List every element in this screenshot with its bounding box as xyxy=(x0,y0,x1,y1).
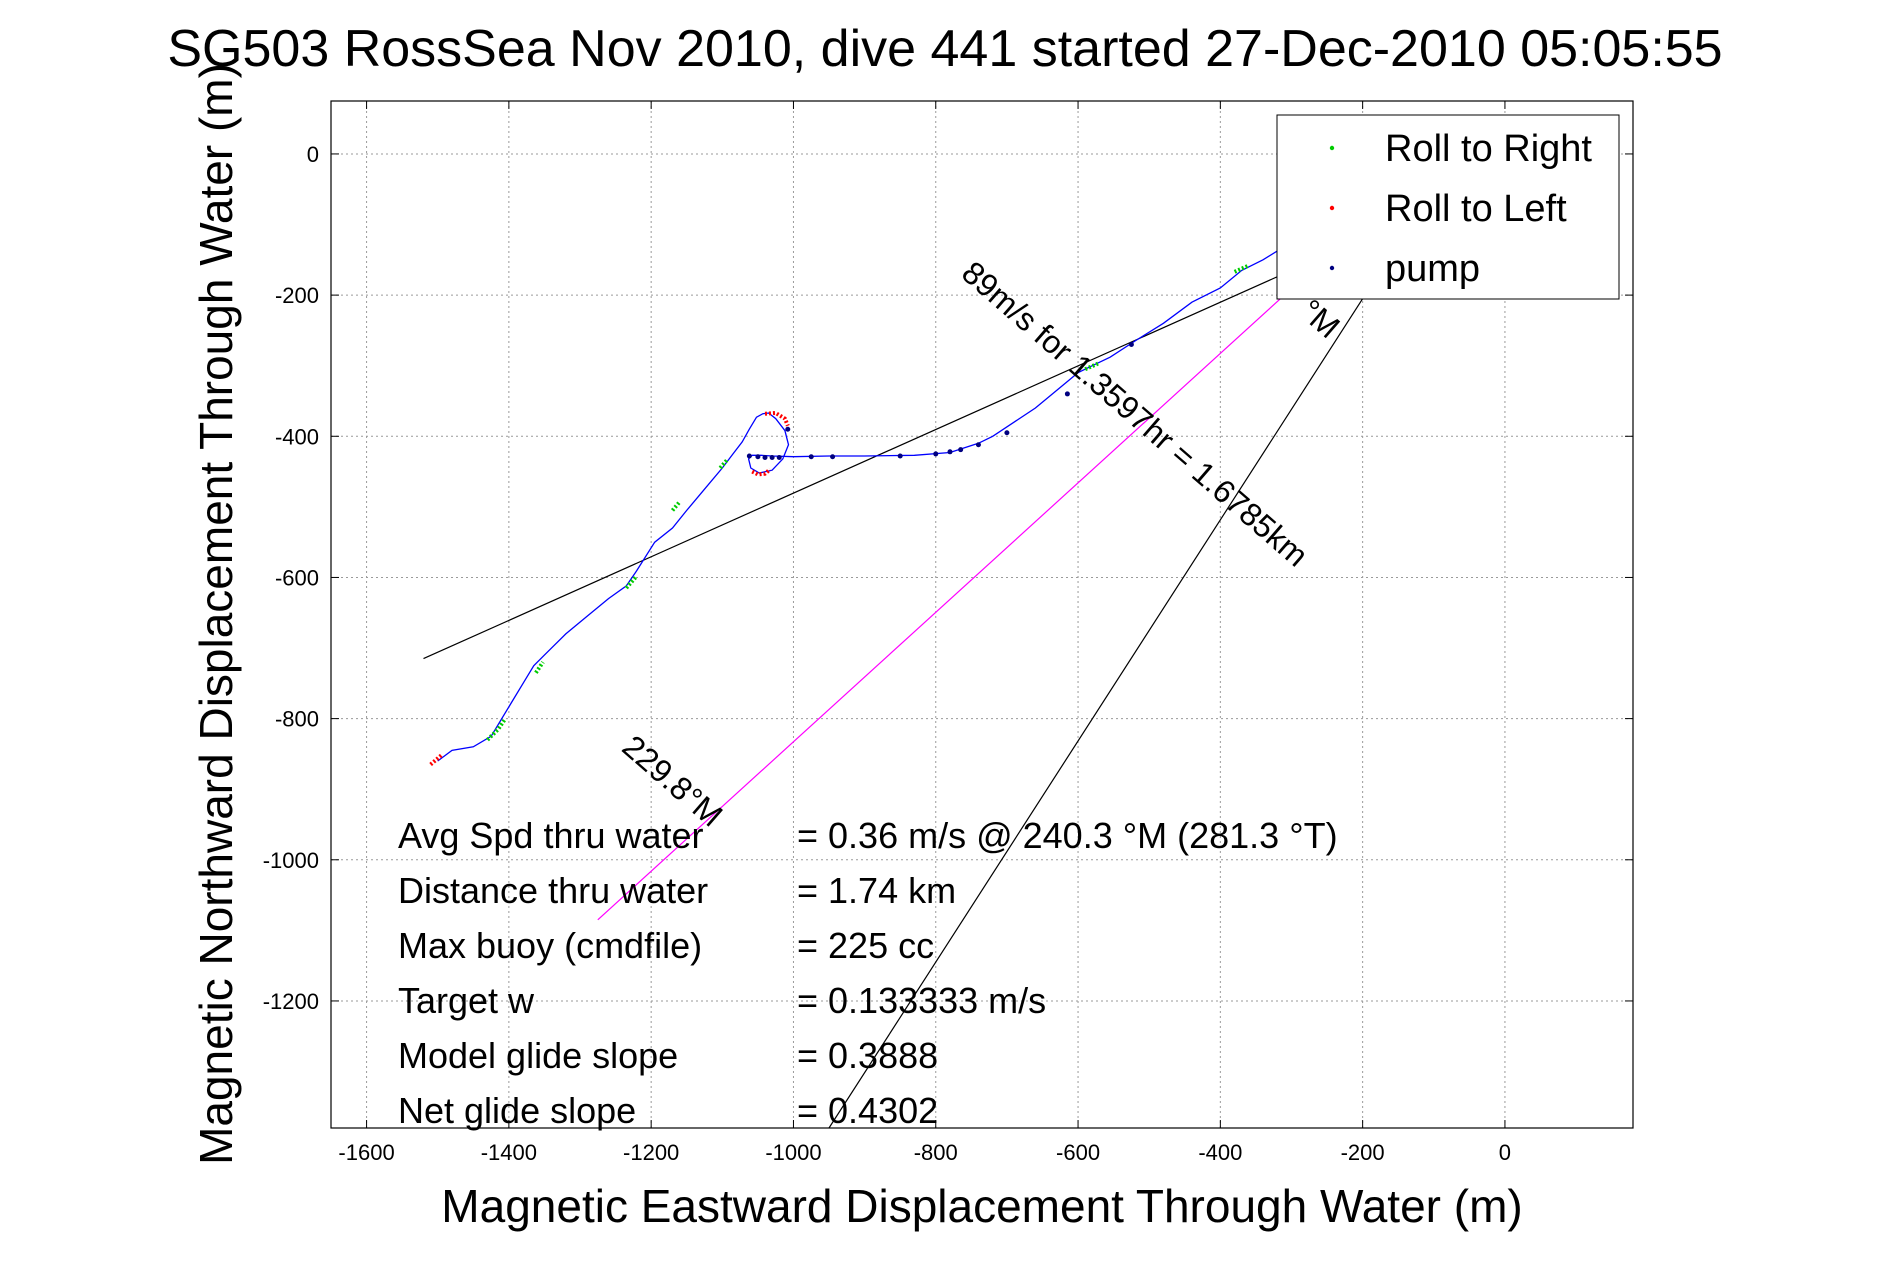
stat-value: = 1.74 km xyxy=(797,870,956,911)
pump-point xyxy=(776,454,782,460)
pump-point xyxy=(1064,391,1070,397)
legend-label: pump xyxy=(1385,248,1480,290)
x-tick-label: -1200 xyxy=(623,1140,679,1165)
legend-marker xyxy=(1329,145,1335,151)
y-tick-label: -600 xyxy=(275,565,319,590)
y-tick-label: -800 xyxy=(275,707,319,732)
pump-point xyxy=(1004,430,1010,436)
stat-value: = 0.36 m/s @ 240.3 °M (281.3 °T) xyxy=(797,815,1338,856)
stat-label: Net glide slope xyxy=(398,1090,636,1131)
roll-right-segment xyxy=(1233,263,1250,274)
stat-label: Model glide slope xyxy=(398,1035,678,1076)
x-tick-label: -200 xyxy=(1341,1140,1385,1165)
pump-point xyxy=(755,454,761,460)
grid xyxy=(331,101,1633,1128)
stat-value: = 0.3888 xyxy=(797,1035,938,1076)
y-axis-ticks: 0 -200 -400 -600 -800 -1000 -1200 xyxy=(263,142,1633,1014)
stat-value: = 0.133333 m/s xyxy=(797,980,1046,1021)
stat-label: Distance thru water xyxy=(398,870,708,911)
pump-point xyxy=(1128,342,1134,348)
pump-point xyxy=(769,454,775,460)
y-tick-label: -400 xyxy=(275,424,319,449)
x-axis-label: Magnetic Eastward Displacement Through W… xyxy=(441,1180,1522,1232)
dive-track-line xyxy=(437,137,1517,762)
roll-left-segment xyxy=(751,467,772,477)
x-axis-ticks: -1600 -1400 -1200 -1000 -800 -600 -400 -200 0 xyxy=(338,101,1511,1165)
x-tick-label: -600 xyxy=(1056,1140,1100,1165)
x-tick-label: -800 xyxy=(914,1140,958,1165)
y-tick-label: -1000 xyxy=(263,848,319,873)
x-tick-label: -1600 xyxy=(338,1140,394,1165)
roll-right-segment xyxy=(486,717,507,742)
y-tick-label: -200 xyxy=(275,283,319,308)
reference-line-net-track xyxy=(423,238,1363,660)
stat-value: = 225 cc xyxy=(797,925,934,966)
x-tick-label: -1000 xyxy=(765,1140,821,1165)
pump-point xyxy=(785,426,791,432)
x-tick-label: -1400 xyxy=(481,1140,537,1165)
roll-right-segment xyxy=(670,500,682,512)
stat-label: Max buoy (cmdfile) xyxy=(398,925,702,966)
pump-point xyxy=(830,454,836,460)
pump-point xyxy=(933,451,939,457)
pump-point xyxy=(975,442,981,448)
y-tick-label: -1200 xyxy=(263,989,319,1014)
chart-title: SG503 RossSea Nov 2010, dive 441 started… xyxy=(167,20,1722,78)
x-tick-label: -400 xyxy=(1198,1140,1242,1165)
stat-label: Target w xyxy=(398,980,535,1021)
legend-marker xyxy=(1329,205,1335,211)
y-axis-label: Magnetic Northward Displacement Through … xyxy=(190,63,242,1165)
y-tick-label: 0 xyxy=(307,142,319,167)
stat-value: = 0.4302 xyxy=(797,1090,938,1131)
pump-point xyxy=(958,447,964,453)
legend-label: Roll to Right xyxy=(1385,128,1592,170)
x-tick-label: 0 xyxy=(1499,1140,1511,1165)
pump-point xyxy=(746,453,752,459)
legend-label: Roll to Left xyxy=(1385,188,1567,230)
pump-point xyxy=(947,449,953,455)
stat-label: Avg Spd thru water xyxy=(398,815,704,856)
pump-point xyxy=(808,454,814,460)
roll-left-segment xyxy=(764,410,790,427)
plot-frame xyxy=(330,100,1634,1129)
roll-right-segment xyxy=(718,458,729,470)
stats-block: Avg Spd thru water = 0.36 m/s @ 240.3 °M … xyxy=(398,815,1338,1131)
pump-point xyxy=(897,453,903,459)
legend: Roll to Right Roll to Left pump xyxy=(1276,114,1620,300)
pump-point xyxy=(762,454,768,460)
legend-marker xyxy=(1329,265,1335,271)
